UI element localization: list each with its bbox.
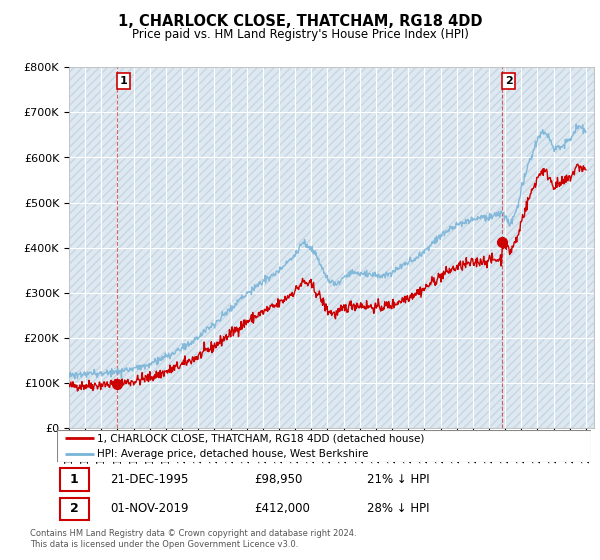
Text: 1: 1 [119, 76, 127, 86]
Bar [59, 468, 89, 491]
Text: 21% ↓ HPI: 21% ↓ HPI [367, 473, 430, 486]
Text: 2: 2 [70, 502, 79, 515]
Text: £98,950: £98,950 [254, 473, 303, 486]
Text: Price paid vs. HM Land Registry's House Price Index (HPI): Price paid vs. HM Land Registry's House … [131, 28, 469, 41]
Text: 2: 2 [505, 76, 512, 86]
Text: £412,000: £412,000 [254, 502, 310, 515]
Bar [59, 498, 89, 520]
Text: 01-NOV-2019: 01-NOV-2019 [110, 502, 189, 515]
Text: 21-DEC-1995: 21-DEC-1995 [110, 473, 189, 486]
Text: Contains HM Land Registry data © Crown copyright and database right 2024.
This d: Contains HM Land Registry data © Crown c… [30, 529, 356, 549]
Text: 28% ↓ HPI: 28% ↓ HPI [367, 502, 429, 515]
Bar [69, 67, 594, 428]
Text: HPI: Average price, detached house, West Berkshire: HPI: Average price, detached house, West… [97, 449, 368, 459]
Text: 1: 1 [70, 473, 79, 486]
Text: 1, CHARLOCK CLOSE, THATCHAM, RG18 4DD (detached house): 1, CHARLOCK CLOSE, THATCHAM, RG18 4DD (d… [97, 433, 424, 444]
Text: 1, CHARLOCK CLOSE, THATCHAM, RG18 4DD: 1, CHARLOCK CLOSE, THATCHAM, RG18 4DD [118, 14, 482, 29]
